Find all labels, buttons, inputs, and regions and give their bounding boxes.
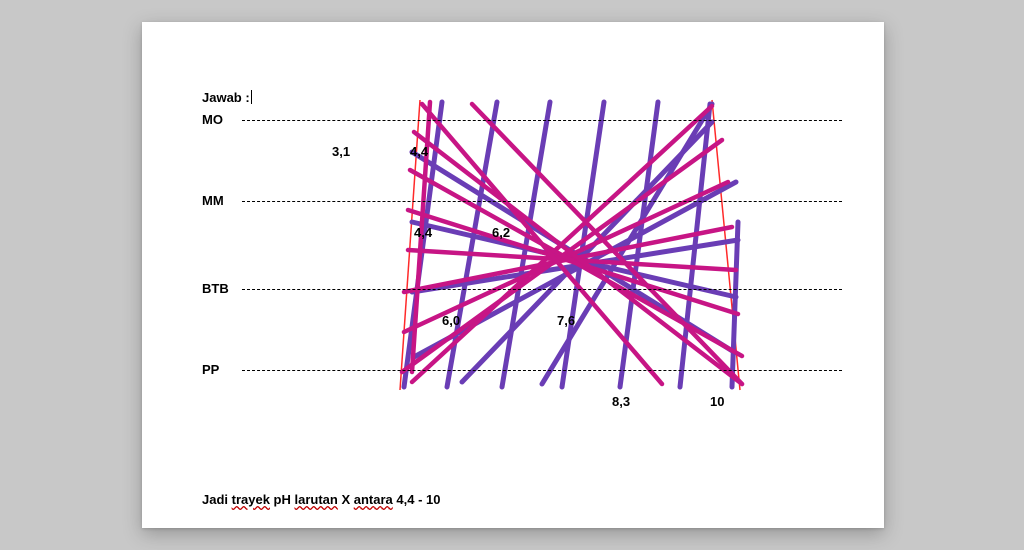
ph-value: 4,4 (414, 225, 432, 240)
ph-value: 7,6 (557, 313, 575, 328)
conclusion-part: Jadi (202, 492, 232, 507)
hatch-region (142, 22, 884, 528)
ph-value: 4,4 (410, 144, 428, 159)
ph-value: 3,1 (332, 144, 350, 159)
ph-value: 10 (710, 394, 724, 409)
document-page: Jawab : Jadi trayek pH larutan X antara … (142, 22, 884, 528)
conclusion-part: 4,4 - 10 (393, 492, 441, 507)
answer-title-text: Jawab : (202, 90, 250, 105)
spellcheck-word: trayek (232, 492, 270, 507)
ph-value: 8,3 (612, 394, 630, 409)
text-cursor (251, 90, 252, 104)
row-label: PP (202, 362, 219, 377)
indicator-dashed-line (242, 370, 842, 371)
indicator-dashed-line (242, 289, 842, 290)
conclusion-part: X (338, 492, 354, 507)
spellcheck-word: antara (354, 492, 393, 507)
row-label: MM (202, 193, 224, 208)
answer-title: Jawab : (202, 90, 252, 105)
ph-value: 6,2 (492, 225, 510, 240)
conclusion-text: Jadi trayek pH larutan X antara 4,4 - 10 (202, 492, 440, 507)
row-label: BTB (202, 281, 229, 296)
conclusion-part: pH (270, 492, 295, 507)
ph-value: 6,0 (442, 313, 460, 328)
indicator-dashed-line (242, 120, 842, 121)
spellcheck-word: larutan (295, 492, 338, 507)
row-label: MO (202, 112, 223, 127)
indicator-dashed-line (242, 201, 842, 202)
